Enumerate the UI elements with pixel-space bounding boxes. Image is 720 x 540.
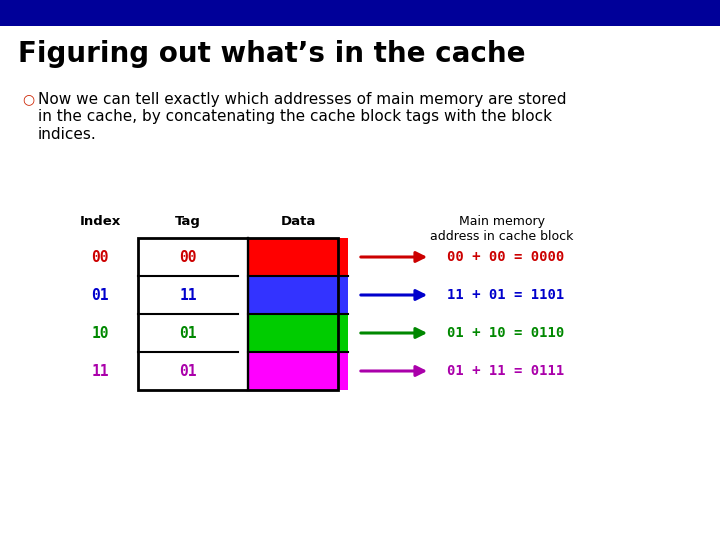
Text: Data: Data bbox=[280, 215, 315, 228]
Text: 10: 10 bbox=[91, 326, 109, 341]
Text: Tag: Tag bbox=[175, 215, 201, 228]
Text: 01 + 11 = 0111: 01 + 11 = 0111 bbox=[447, 364, 564, 378]
Text: 11: 11 bbox=[179, 287, 197, 302]
Text: Main memory
address in cache block: Main memory address in cache block bbox=[431, 215, 574, 243]
Text: 01 + 10 = 0110: 01 + 10 = 0110 bbox=[447, 326, 564, 340]
Text: 01: 01 bbox=[91, 287, 109, 302]
Text: 11 + 01 = 1101: 11 + 01 = 1101 bbox=[447, 288, 564, 302]
Bar bbox=[138, 314, 238, 352]
Text: 01: 01 bbox=[179, 363, 197, 379]
Text: Now we can tell exactly which addresses of main memory are stored
in the cache, : Now we can tell exactly which addresses … bbox=[38, 92, 567, 141]
Bar bbox=[248, 352, 348, 390]
Bar bbox=[248, 314, 348, 352]
Text: 00: 00 bbox=[179, 249, 197, 265]
Bar bbox=[138, 352, 238, 390]
Text: ○: ○ bbox=[22, 92, 34, 106]
Bar bbox=[138, 276, 238, 314]
Bar bbox=[138, 238, 238, 276]
Bar bbox=[248, 238, 348, 276]
Text: 11: 11 bbox=[91, 363, 109, 379]
Bar bbox=[248, 276, 348, 314]
Text: Figuring out what’s in the cache: Figuring out what’s in the cache bbox=[18, 40, 526, 68]
Text: 00: 00 bbox=[91, 249, 109, 265]
Bar bbox=[138, 238, 338, 390]
Text: Index: Index bbox=[79, 215, 121, 228]
Text: 00 + 00 = 0000: 00 + 00 = 0000 bbox=[447, 250, 564, 264]
Bar bbox=[0, 0, 720, 26]
Text: 01: 01 bbox=[179, 326, 197, 341]
